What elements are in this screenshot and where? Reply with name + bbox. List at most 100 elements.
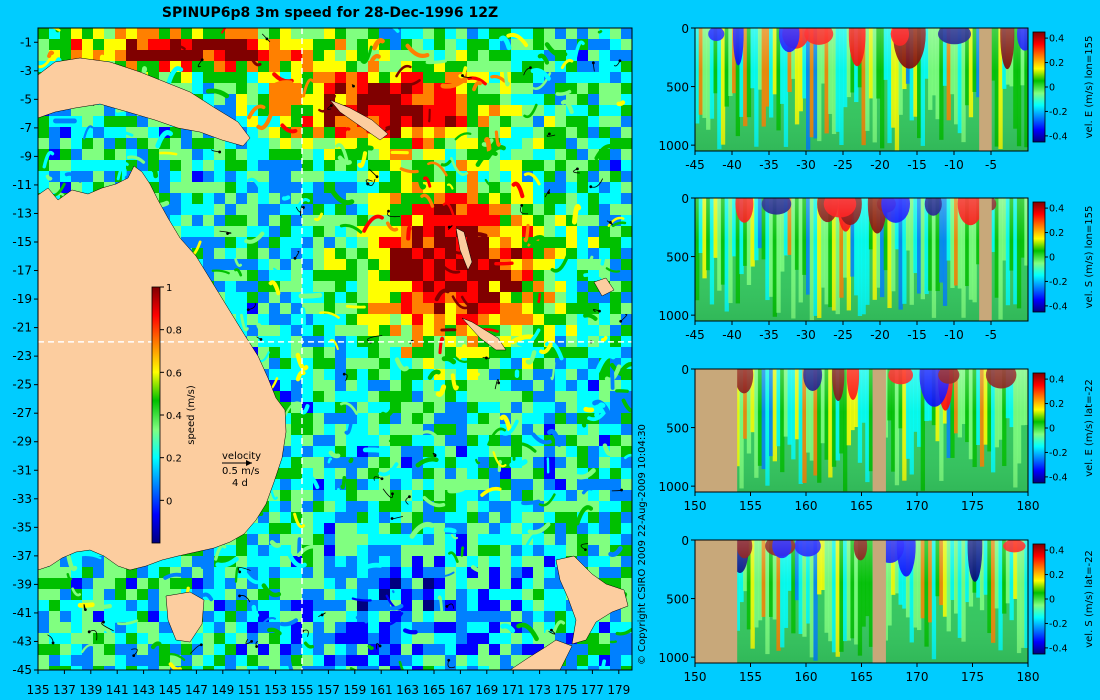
section-colorbar-tick-label: 0.2 bbox=[1049, 399, 1064, 410]
section-x-tick-label: 170 bbox=[906, 670, 929, 684]
land-vanuatu bbox=[455, 227, 473, 271]
section-colorbar-tick-label: 0 bbox=[1049, 253, 1055, 264]
section-colorbar-tick-label: -0.4 bbox=[1049, 301, 1068, 312]
map-x-tick-label: 159 bbox=[343, 683, 366, 697]
section-x-tick-label: 180 bbox=[1017, 670, 1040, 684]
map-y-tick-label: -21 bbox=[12, 321, 32, 335]
section-colorbar-tick-label: 0 bbox=[1049, 595, 1055, 606]
map-y-tick-label: -23 bbox=[12, 349, 32, 363]
section-colorbar-tick-label: -0.4 bbox=[1049, 472, 1068, 483]
map-y-tick-label: -5 bbox=[20, 92, 32, 106]
speed-colorbar: 1 0.8 0.6 0.4 0.2 0 speed (m/s) bbox=[151, 283, 197, 544]
speed-colorbar-tick-label: 0.4 bbox=[166, 411, 182, 422]
map-x-tick-label: 167 bbox=[449, 683, 472, 697]
map-x-tick-label: 157 bbox=[317, 683, 340, 697]
section-colorbar-tick-label: 0.4 bbox=[1049, 204, 1064, 215]
map-y-tick-label: -3 bbox=[20, 64, 32, 78]
figure-title: SPINUP6p8 3m speed for 28-Dec-1996 12Z bbox=[162, 5, 498, 21]
section-colorbar-tick-label: 0.4 bbox=[1049, 34, 1064, 45]
section-colorbar-tick-label: 0.2 bbox=[1049, 228, 1064, 239]
section-y-tick-label: 0 bbox=[681, 22, 689, 36]
velocity-key-arrowhead bbox=[246, 460, 252, 466]
map-x-tick-label: 155 bbox=[291, 683, 314, 697]
section-y-tick-label: 0 bbox=[681, 363, 689, 377]
section-x-tick-label: 180 bbox=[1017, 499, 1040, 513]
section-x-tick-label: -25 bbox=[833, 158, 853, 172]
velocity-key-duration: 4 d bbox=[232, 478, 248, 489]
speed-colorbar-label: speed (m/s) bbox=[186, 385, 197, 445]
land-solomon-islands bbox=[329, 99, 389, 141]
section-colorbar-tick-label: 0 bbox=[1049, 83, 1055, 94]
map-x-tick-label: 145 bbox=[159, 683, 182, 697]
map-x-tick-label: 179 bbox=[607, 683, 630, 697]
map-x-tick-label: 153 bbox=[264, 683, 287, 697]
speed-colorbar-tick-label: 0.8 bbox=[166, 326, 182, 337]
map-y-tick-label: -1 bbox=[20, 35, 32, 49]
map-x-tick-label: 171 bbox=[502, 683, 525, 697]
section-quantity-label: vel. S (m/s) lat=-22 bbox=[1084, 550, 1095, 648]
section-land bbox=[872, 540, 886, 663]
section-colorbar-tick-label: 0.2 bbox=[1049, 58, 1064, 69]
map-frame bbox=[37, 27, 633, 671]
section-colorbar-ramp bbox=[1032, 201, 1046, 313]
section-quantity-label: vel. E (m/s) lat=-22 bbox=[1084, 379, 1095, 477]
map-y-tick-label: -19 bbox=[12, 292, 32, 306]
section-x-tick-label: -15 bbox=[907, 328, 927, 342]
map-x-axis: 135 137 139 141 143 145 147 149 151 153 155 157 159 1… bbox=[27, 670, 630, 697]
map-y-tick-label: -41 bbox=[12, 606, 32, 620]
section-x-tick-label: 155 bbox=[739, 499, 762, 513]
map-y-tick-label: -29 bbox=[12, 435, 32, 449]
section-x-tick-label: -20 bbox=[870, 328, 890, 342]
map-x-tick-label: 135 bbox=[27, 683, 50, 697]
section-x-tick-label: 155 bbox=[739, 670, 762, 684]
section-frame bbox=[694, 197, 1029, 322]
section-colorbar-ramp bbox=[1032, 31, 1046, 143]
section-x-tick-label: -10 bbox=[944, 328, 964, 342]
map-y-tick-label: -17 bbox=[12, 264, 32, 278]
map-x-tick-label: 175 bbox=[555, 683, 578, 697]
section-y-tick-label: 1000 bbox=[658, 139, 689, 153]
map-y-tick-label: -31 bbox=[12, 463, 32, 477]
section-colorbar-ramp bbox=[1032, 372, 1046, 484]
land-new-zealand-north bbox=[555, 555, 629, 645]
section-colorbar-tick-label: -0.2 bbox=[1049, 448, 1068, 459]
section-field bbox=[695, 369, 1028, 492]
section-x-tick-label: 170 bbox=[906, 499, 929, 513]
section-panel-3: 150 155 160 165 170 175 180 0 500 1000 0.4 0.2 0 -0.2… bbox=[658, 363, 1095, 513]
section-y-tick-label: 1000 bbox=[658, 309, 689, 323]
map-y-tick-label: -33 bbox=[12, 492, 32, 506]
section-x-tick-label: 175 bbox=[961, 670, 984, 684]
map-x-tick-label: 149 bbox=[211, 683, 234, 697]
section-x-tick-label: -45 bbox=[685, 328, 705, 342]
speed-colorbar-tick-label: 0.6 bbox=[166, 368, 182, 379]
section-field bbox=[695, 198, 1028, 321]
section-field bbox=[695, 540, 1028, 663]
section-x-tick-label: -40 bbox=[722, 328, 742, 342]
section-land bbox=[695, 369, 738, 492]
map-y-tick-label: -27 bbox=[12, 406, 32, 420]
section-x-tick-label: 150 bbox=[684, 499, 707, 513]
map-x-tick-label: 169 bbox=[475, 683, 498, 697]
section-x-tick-label: -30 bbox=[796, 328, 816, 342]
section-x-tick-label: -35 bbox=[759, 328, 779, 342]
section-x-tick-label: -5 bbox=[985, 328, 997, 342]
section-quantity-label: vel. E (m/s) lon=155 bbox=[1084, 36, 1095, 139]
section-colorbar-ramp bbox=[1032, 543, 1046, 655]
section-y-tick-label: 500 bbox=[666, 251, 689, 265]
speed-colorbar-ramp bbox=[151, 286, 161, 544]
section-land bbox=[872, 369, 886, 492]
land-australia bbox=[38, 165, 287, 571]
map-y-tick-label: -9 bbox=[20, 149, 32, 163]
section-x-tick-label: 160 bbox=[795, 499, 818, 513]
section-x-tick-label: -35 bbox=[759, 158, 779, 172]
section-colorbar-tick-label: -0.2 bbox=[1049, 107, 1068, 118]
section-y-tick-label: 1000 bbox=[658, 480, 689, 494]
section-y-tick-label: 1000 bbox=[658, 651, 689, 665]
map-y-tick-label: -35 bbox=[12, 520, 32, 534]
map-x-tick-label: 163 bbox=[396, 683, 419, 697]
section-x-tick-label: -25 bbox=[833, 328, 853, 342]
section-land bbox=[979, 198, 992, 321]
section-land bbox=[979, 28, 992, 151]
map-y-tick-label: -45 bbox=[12, 663, 32, 677]
